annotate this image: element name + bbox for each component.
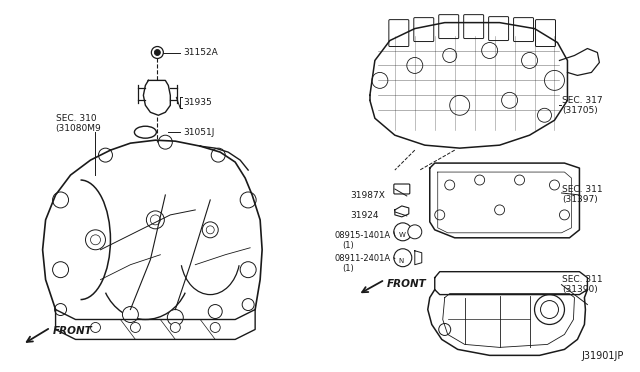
Text: SEC. 310: SEC. 310 (56, 114, 96, 123)
Circle shape (450, 95, 470, 115)
Text: (31397): (31397) (563, 195, 598, 205)
FancyBboxPatch shape (389, 20, 409, 46)
Circle shape (394, 223, 412, 241)
Circle shape (439, 324, 451, 336)
Circle shape (170, 323, 180, 333)
Circle shape (435, 210, 445, 220)
Circle shape (443, 48, 457, 62)
Circle shape (240, 192, 256, 208)
Circle shape (86, 230, 106, 250)
Circle shape (240, 262, 256, 278)
Text: 31987X: 31987X (350, 192, 385, 201)
Circle shape (515, 175, 525, 185)
FancyBboxPatch shape (513, 17, 534, 42)
Circle shape (559, 210, 570, 220)
FancyBboxPatch shape (464, 15, 484, 39)
Circle shape (522, 52, 538, 68)
Text: W: W (399, 232, 406, 238)
Text: 31051J: 31051J (183, 128, 214, 137)
Text: SEC. 311: SEC. 311 (563, 275, 603, 284)
FancyBboxPatch shape (488, 17, 509, 41)
Text: J31901JP: J31901JP (582, 351, 625, 361)
Circle shape (167, 310, 183, 326)
FancyBboxPatch shape (414, 17, 434, 42)
Circle shape (52, 262, 68, 278)
Circle shape (538, 108, 552, 122)
Circle shape (208, 305, 222, 318)
Circle shape (131, 323, 140, 333)
Circle shape (52, 192, 68, 208)
Text: (31080M9: (31080M9 (56, 124, 101, 133)
Circle shape (202, 222, 218, 238)
Circle shape (147, 211, 164, 229)
Text: FRONT: FRONT (52, 327, 92, 336)
Circle shape (545, 70, 564, 90)
Circle shape (211, 148, 225, 162)
Circle shape (408, 225, 422, 239)
Text: FRONT: FRONT (387, 279, 427, 289)
Circle shape (445, 180, 454, 190)
Text: 31924: 31924 (350, 211, 378, 220)
Text: SEC. 317: SEC. 317 (563, 96, 603, 105)
Circle shape (394, 249, 412, 267)
Text: (31390): (31390) (563, 285, 598, 294)
Circle shape (502, 92, 518, 108)
Circle shape (534, 295, 564, 324)
Text: (1): (1) (342, 264, 354, 273)
Circle shape (158, 135, 172, 149)
Circle shape (475, 175, 484, 185)
Circle shape (206, 226, 214, 234)
Circle shape (90, 235, 100, 245)
Text: 31935: 31935 (183, 98, 212, 107)
Text: (31705): (31705) (563, 106, 598, 115)
Circle shape (541, 301, 559, 318)
Text: 08911-2401A: 08911-2401A (335, 254, 391, 263)
Circle shape (482, 42, 498, 58)
Circle shape (154, 49, 161, 55)
Text: 08915-1401A: 08915-1401A (335, 231, 391, 240)
Circle shape (150, 215, 161, 225)
Circle shape (495, 205, 504, 215)
Circle shape (372, 73, 388, 89)
Circle shape (407, 58, 423, 73)
Text: SEC. 311: SEC. 311 (563, 186, 603, 195)
Circle shape (210, 323, 220, 333)
Circle shape (550, 180, 559, 190)
Text: (1): (1) (342, 241, 354, 250)
Ellipse shape (134, 126, 156, 138)
Circle shape (90, 323, 100, 333)
Text: 31152A: 31152A (183, 48, 218, 57)
FancyBboxPatch shape (439, 15, 459, 39)
Circle shape (99, 148, 113, 162)
Text: N: N (399, 258, 404, 264)
FancyBboxPatch shape (536, 20, 556, 46)
Circle shape (152, 46, 163, 58)
Circle shape (54, 304, 67, 315)
FancyBboxPatch shape (394, 184, 410, 194)
Circle shape (122, 307, 138, 323)
Circle shape (242, 299, 254, 311)
